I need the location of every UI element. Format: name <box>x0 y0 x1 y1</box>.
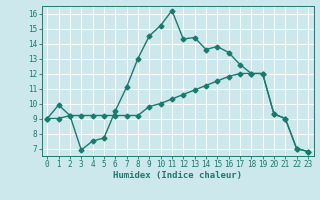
X-axis label: Humidex (Indice chaleur): Humidex (Indice chaleur) <box>113 171 242 180</box>
